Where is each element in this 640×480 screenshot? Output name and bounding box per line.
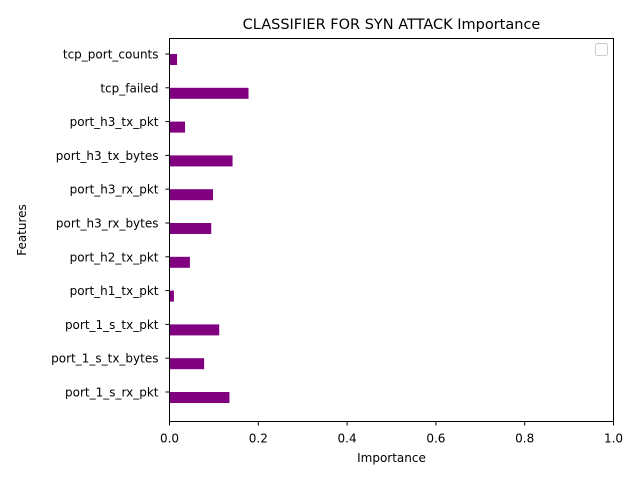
bar-port_1_s_tx_pkt xyxy=(169,324,220,336)
x-tick-label: 1.0 xyxy=(604,432,623,446)
bar-port_1_s_rx_pkt xyxy=(169,392,230,403)
x-tick-label: 0.6 xyxy=(426,432,445,446)
y-tick-label: tcp_failed xyxy=(100,81,158,95)
bar-port_1_s_tx_bytes xyxy=(169,358,205,370)
y-tick-label: port_h3_tx_pkt xyxy=(70,115,159,129)
x-tick-label: 0.8 xyxy=(515,432,534,446)
y-tick-label: port_h1_tx_pkt xyxy=(70,284,159,298)
bar-port_h3_tx_pkt xyxy=(169,121,186,133)
chart-title: CLASSIFIER FOR SYN ATTACK Importance xyxy=(243,17,541,33)
plot-frame xyxy=(169,38,614,422)
bar-port_h1_tx_pkt xyxy=(169,290,174,302)
x-axis-title: Importance xyxy=(357,451,426,465)
legend-box xyxy=(595,43,608,56)
x-tick-label: 0.4 xyxy=(338,432,357,446)
bar-port_h3_rx_pkt xyxy=(169,189,214,201)
bar-port_h2_tx_pkt xyxy=(169,256,190,268)
bar-tcp_failed xyxy=(169,87,249,99)
x-axis-ticks: 0.0 0.2 0.4 0.6 0.8 1.0 xyxy=(160,421,623,446)
y-tick-label: port_h3_tx_bytes xyxy=(56,149,159,163)
y-axis-title: Features xyxy=(15,204,29,256)
bar-tcp_port_counts xyxy=(169,54,178,65)
bar-port_h3_rx_bytes xyxy=(169,223,212,234)
y-tick-label: port_h2_tx_pkt xyxy=(70,250,159,264)
y-tick-label: port_1_s_tx_pkt xyxy=(65,318,159,332)
x-tick-label: 0.0 xyxy=(160,432,179,446)
y-tick-label: tcp_port_counts xyxy=(63,48,159,62)
bar-port_h3_tx_bytes xyxy=(169,155,233,167)
y-tick-label: port_h3_rx_pkt xyxy=(70,183,159,197)
y-tick-label: port_1_s_tx_bytes xyxy=(51,352,158,366)
x-tick-label: 0.2 xyxy=(249,432,268,446)
y-axis-ticks: port_1_s_rx_pkt port_1_s_tx_bytes port_1_s… xyxy=(51,48,170,400)
y-tick-label: port_1_s_rx_pkt xyxy=(65,386,159,400)
bars-group xyxy=(169,54,249,403)
y-tick-label: port_h3_rx_bytes xyxy=(56,217,159,231)
